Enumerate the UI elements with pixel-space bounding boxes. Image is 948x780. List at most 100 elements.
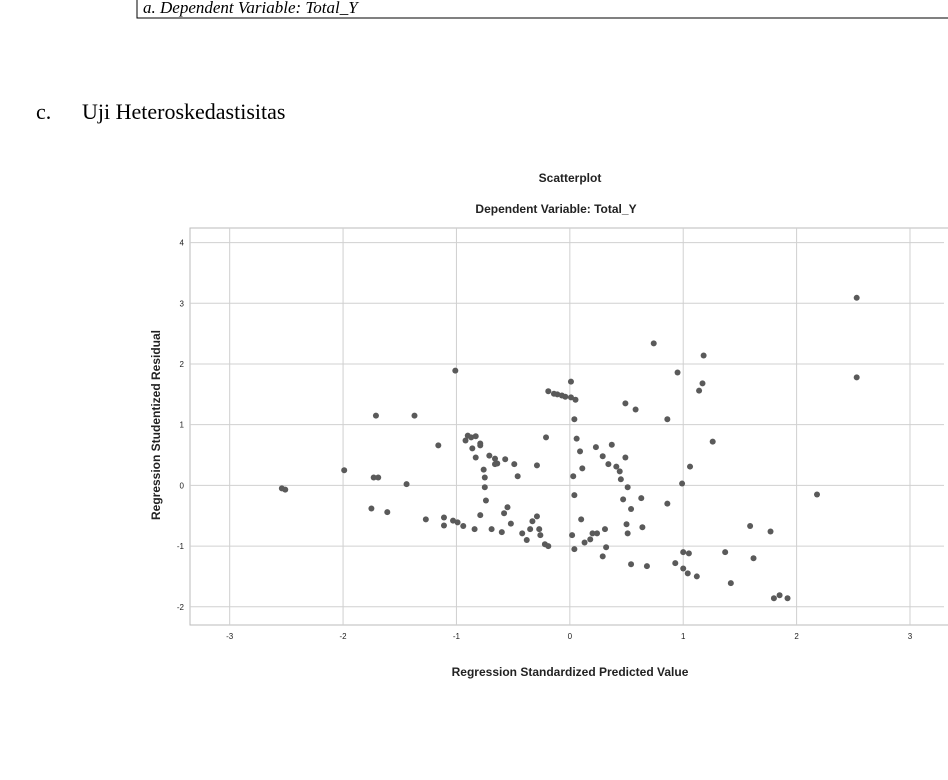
data-point [569,532,575,538]
data-point [411,413,417,419]
data-point [639,524,645,530]
data-point [679,481,685,487]
x-tick-label: -2 [340,632,348,641]
data-point [519,530,525,536]
data-point [482,474,488,480]
data-point [508,521,514,527]
data-point [624,521,630,527]
y-tick-label: 1 [180,421,185,430]
data-point [534,462,540,468]
data-point [579,465,585,471]
data-point [441,522,447,528]
data-point [710,439,716,445]
data-point [460,523,466,529]
data-point [622,400,628,406]
data-point [625,530,631,536]
data-point [483,498,489,504]
data-point [477,512,483,518]
data-point [620,496,626,502]
data-point [728,580,734,586]
data-point [675,369,681,375]
data-point [651,340,657,346]
data-point [680,549,686,555]
data-point [685,570,691,576]
chart-title: Scatterplot [539,171,602,185]
data-point [573,397,579,403]
y-axis-label: Regression Studentized Residual [149,330,163,520]
data-point [568,379,574,385]
data-point [562,394,568,400]
x-axis-label: Regression Standardized Predicted Value [452,665,689,679]
data-point [633,407,639,413]
y-tick-label: 4 [180,239,185,248]
data-point [477,442,483,448]
data-point [534,513,540,519]
data-point [587,536,593,542]
data-point [577,448,583,454]
data-point [602,526,608,532]
y-tick-label: 3 [180,299,185,308]
data-point [600,553,606,559]
data-point [482,484,488,490]
data-point [617,468,623,474]
chart-subtitle: Dependent Variable: Total_Y [475,202,636,216]
data-point [536,526,542,532]
x-tick-label: 2 [794,632,799,641]
section-label: c. [36,99,51,124]
data-point [545,543,551,549]
data-point [368,505,374,511]
data-point [814,491,820,497]
data-point [622,454,628,460]
data-point [537,532,543,538]
data-point [486,453,492,459]
data-point [570,473,576,479]
data-point [423,516,429,522]
data-point [543,434,549,440]
section-heading: Uji Heteroskedastisitas [82,99,285,124]
data-point [452,368,458,374]
data-point [578,516,584,522]
data-point [751,555,757,561]
data-point [696,388,702,394]
data-point [686,550,692,556]
y-tick-label: -2 [177,603,185,612]
data-point [594,530,600,536]
data-point [373,413,379,419]
data-point [664,501,670,507]
x-tick-label: -1 [453,632,461,641]
data-point [529,518,535,524]
data-point [501,510,507,516]
data-point [600,453,606,459]
data-point [625,484,631,490]
data-point [593,444,599,450]
data-point [609,442,615,448]
data-point [441,515,447,521]
data-point [628,561,634,567]
page: a. Dependent Variable: Total_Y c. Uji He… [0,0,948,780]
data-point [341,467,347,473]
data-point [777,592,783,598]
data-point [605,461,611,467]
data-point [502,456,508,462]
data-point [613,464,619,470]
data-point [384,509,390,515]
data-point [499,529,505,535]
data-point [469,445,475,451]
data-point [473,454,479,460]
data-point [455,519,461,525]
data-point [644,563,650,569]
data-point [854,295,860,301]
data-point [699,380,705,386]
plot-area: -3-2-10123-2-101234 [177,228,948,641]
data-point [527,526,533,532]
x-tick-label: -3 [226,632,234,641]
data-point [481,467,487,473]
data-point [574,436,580,442]
data-point [571,546,577,552]
data-point [785,595,791,601]
data-point [768,529,774,535]
data-point [524,537,530,543]
y-tick-label: -1 [177,542,185,551]
data-point [515,473,521,479]
x-tick-label: 1 [681,632,686,641]
